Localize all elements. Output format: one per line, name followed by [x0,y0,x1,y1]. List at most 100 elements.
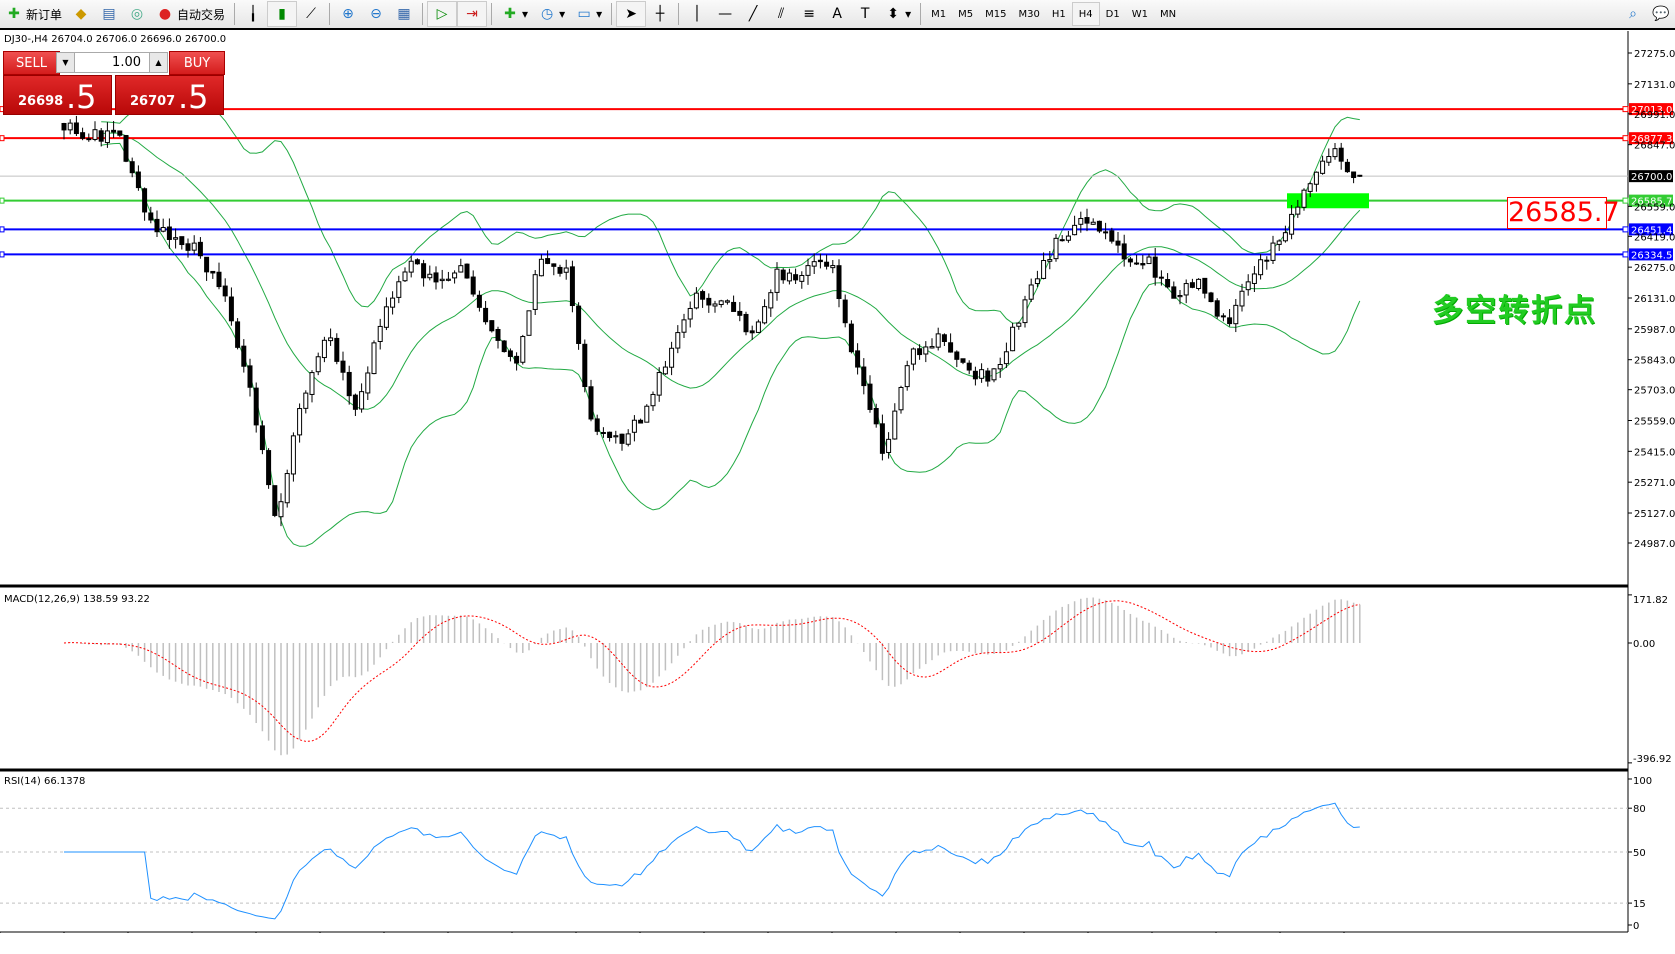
equidistant-channel-button[interactable]: ⫽ [767,1,795,27]
candle-bear [501,340,507,353]
candle-bear [873,408,879,425]
price-tick-label: 26559.0 [1634,202,1675,213]
buy-button[interactable]: BUY [169,51,225,75]
candle-bull [160,227,166,232]
buy-price[interactable]: 26707.5 [115,75,224,116]
signals-button[interactable]: ◎ [123,1,151,27]
timeframe-h1[interactable]: H1 [1051,8,1066,20]
candle-bear [235,321,241,348]
candle-bear [941,334,947,342]
candle-bull [383,306,389,328]
crosshair-icon: ┼ [655,6,665,22]
navigator-button[interactable]: ▤ [95,1,123,27]
candle-bear [197,241,203,257]
timeframe-m15[interactable]: M15 [985,8,1007,20]
tile-windows-button[interactable]: ▦ [390,1,418,27]
timeframe-m1[interactable]: M1 [931,8,947,20]
line-handle[interactable] [1622,197,1629,204]
autoscroll-button[interactable]: ▷ [427,1,458,27]
candle-bear [129,161,135,174]
new-order-button[interactable]: ✚ 新订单 [0,1,67,27]
timeframe-mn[interactable]: MN [1159,8,1177,20]
candle-bear [210,270,216,274]
lot-decrease-button[interactable]: ▼ [57,53,75,72]
candle-bull [935,333,941,348]
trendline-button[interactable]: ╱ [739,1,767,27]
candle-bear [1134,262,1140,265]
templates-button[interactable]: ▭ ▾ [570,1,607,27]
timeframe-h4[interactable]: H4 [1071,2,1100,26]
timeframe-w1[interactable]: W1 [1131,8,1148,20]
zoom-in-button[interactable]: ⊕ [334,1,362,27]
cursor-button[interactable]: ➤ [616,1,647,27]
crosshair-button[interactable]: ┼ [646,1,674,27]
lot-size-input[interactable]: ▼ 1.00 ▲ [56,52,168,73]
line-handle[interactable] [1622,226,1629,233]
candle-bear [222,285,228,297]
candle-bear [1344,161,1350,173]
timeframe-m5[interactable]: M5 [958,8,974,20]
candle-bear [1158,276,1164,279]
market-watch-button[interactable]: ◆ [67,1,95,27]
line-handle[interactable] [1622,135,1629,142]
timeframe-d1[interactable]: D1 [1105,8,1120,20]
bar-chart-button[interactable]: ╽ [239,1,267,27]
candle-bear [855,350,861,368]
line-handle[interactable] [1622,251,1629,258]
candle-bear [1096,220,1102,232]
rsi-tick-label: 15 [1633,899,1646,910]
candle-bull [321,339,327,359]
search-button[interactable]: ⌕ [1619,1,1647,27]
sell-button[interactable]: SELL [3,51,60,75]
line-handle[interactable] [1622,106,1629,113]
line-handle[interactable] [0,226,5,233]
candle-bear [1165,279,1171,288]
price-line-label: 26334.5 [1631,250,1672,261]
periods-button[interactable]: ◷ ▾ [533,1,570,27]
trendline-icon: ╱ [748,6,758,22]
candle-bull [563,267,569,273]
candle-bull [898,386,904,411]
candle-bear [867,383,873,410]
candle-bull [724,300,730,303]
text-button[interactable]: A [823,1,851,27]
candle-bull [328,337,334,342]
candle-bull [774,268,780,293]
chart-shift-button[interactable]: ⇥ [457,1,488,27]
price-tick-label: 26847.0 [1634,141,1675,152]
candle-bull [1090,221,1096,225]
auto-trading-button[interactable]: ● 自动交易 [151,1,230,27]
fibonacci-button[interactable]: ≡ [795,1,823,27]
line-handle[interactable] [0,197,5,204]
candle-bull [1295,206,1301,215]
candle-bear [551,263,557,267]
horizontal-line-button[interactable]: — [711,1,739,27]
indicators-icon: ✚ [504,6,516,22]
line-handle[interactable] [0,135,5,142]
clock-icon: ◷ [540,6,554,22]
vertical-line-button[interactable]: │ [683,1,711,27]
zoom-out-button[interactable]: ⊖ [362,1,390,27]
timeframe-bar: M1 M5 M15 M30 H1 H4 D1 W1 MN [925,2,1182,26]
line-handle[interactable] [0,251,5,258]
arrows-button[interactable]: ⬍ ▾ [879,1,916,27]
chart-area[interactable]: 27013.0 26877.3 26700.0 26585.7 26451.4 26334… [0,31,1675,933]
candle-bear [1127,258,1133,263]
separator [491,3,493,25]
rsi-tick-label: 0 [1633,921,1639,932]
candle-bear [780,269,786,281]
rsi-label: RSI(14) 66.1378 [4,776,85,787]
lot-increase-button[interactable]: ▲ [149,53,167,72]
timeframe-m30[interactable]: M30 [1018,8,1040,20]
sell-price[interactable]: 26698.5 [3,75,112,116]
candlestick-button[interactable]: ▮ [267,1,298,27]
text-label-button[interactable]: T [851,1,879,27]
auto-trading-icon: ● [158,6,172,22]
line-chart-button[interactable]: ⟋ [297,1,325,27]
candle-bear [489,320,495,332]
separator [234,3,236,25]
indicators-button[interactable]: ✚ ▾ [496,1,533,27]
candle-bear [749,330,755,334]
price-tick-label: 26131.0 [1634,294,1675,305]
chat-button[interactable]: 💬 [1647,1,1675,27]
